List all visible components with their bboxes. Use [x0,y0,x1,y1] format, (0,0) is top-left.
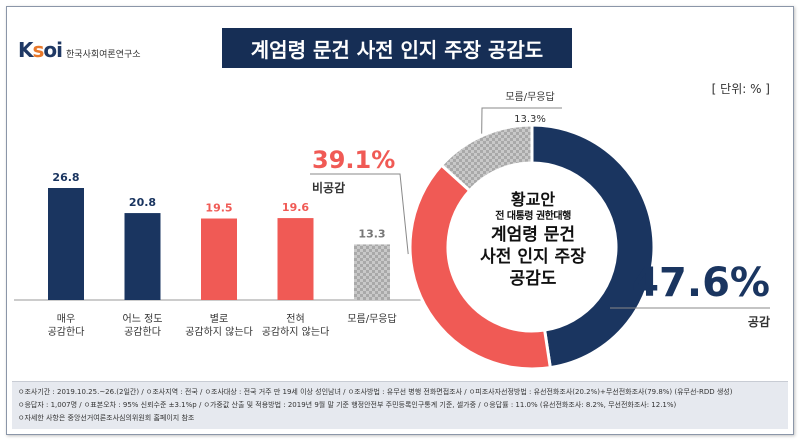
bar-4 [354,244,390,300]
donut-slice-2 [439,123,534,193]
bar-0 [48,188,84,300]
bar-value-label-4: 13.3 [358,227,385,240]
donut-center-label: 황교안 전 대통령 권한대행 계엄령 문건 사전 인지 주장 공감도 [448,190,618,290]
donut-slice-0 [530,123,656,370]
bar-category-label-0: 매우 공감한다 [48,313,85,338]
donut-label-agree: 공감 [748,314,770,329]
donut-label-disagree: 비공감 [312,180,345,195]
ksoi-logo: Ksoi 한국사회여론연구소 [18,38,141,62]
donut-slice-1 [408,163,553,371]
bar-3 [277,218,314,300]
footnote-line2: ㅇ응답자 : 1,007명 / ㅇ표본오차 : 95% 신뢰수준 ±3.1%p … [18,401,677,409]
logo-text: 한국사회여론연구소 [66,49,141,60]
bar-value-label-3: 19.6 [282,201,309,214]
bar-1 [124,213,161,300]
bar-category-label-4: 모름/무응답 [347,313,396,325]
donut-center-line1: 황교안 [510,190,556,209]
bar-category-label-1: 어느 정도 공감한다 [123,313,163,338]
donut-value-agree: 47.6% [631,260,770,306]
donut-value-disagree: 39.1% [312,146,395,174]
unit-label: [ 단위: % ] [711,82,770,96]
donut-value-dontknow: 13.3% [514,114,546,125]
logo-brand: Ksoi [18,38,63,62]
bar-value-label-1: 20.8 [129,196,156,209]
page-title: 계엄령 문건 사전 인지 주장 공감도 [222,28,572,68]
donut-center-line3: 계엄령 문건 [490,225,576,245]
leader-line-disagree [310,173,409,255]
bar-category-label-3: 전혀 공감하지 않는다 [262,313,330,338]
donut-center-line4: 사전 인지 주장 [480,247,586,267]
bar-value-label-2: 19.5 [205,202,232,215]
donut-label-dontknow: 모름/무응답 [505,91,554,103]
footnote-line3: ㅇ자세한 사항은 중앙선거여론조사심의위원회 홈페이지 참조 [18,414,195,422]
donut-center-line5: 공감도 [509,269,557,289]
bar-category-label-2: 별로 공감하지 않는다 [185,313,253,338]
bar-value-label-0: 26.8 [52,171,79,184]
survey-footnote: ㅇ조사기간 : 2019.10.25.~26.(2일간) / ㅇ조사지역 : 전… [12,381,788,429]
bar-2 [201,218,237,300]
leader-line-dontknow [481,107,562,134]
footnote-line1: ㅇ조사기간 : 2019.10.25.~26.(2일간) / ㅇ조사지역 : 전… [18,388,733,396]
donut-center-line2: 전 대통령 권한대행 [495,211,571,222]
